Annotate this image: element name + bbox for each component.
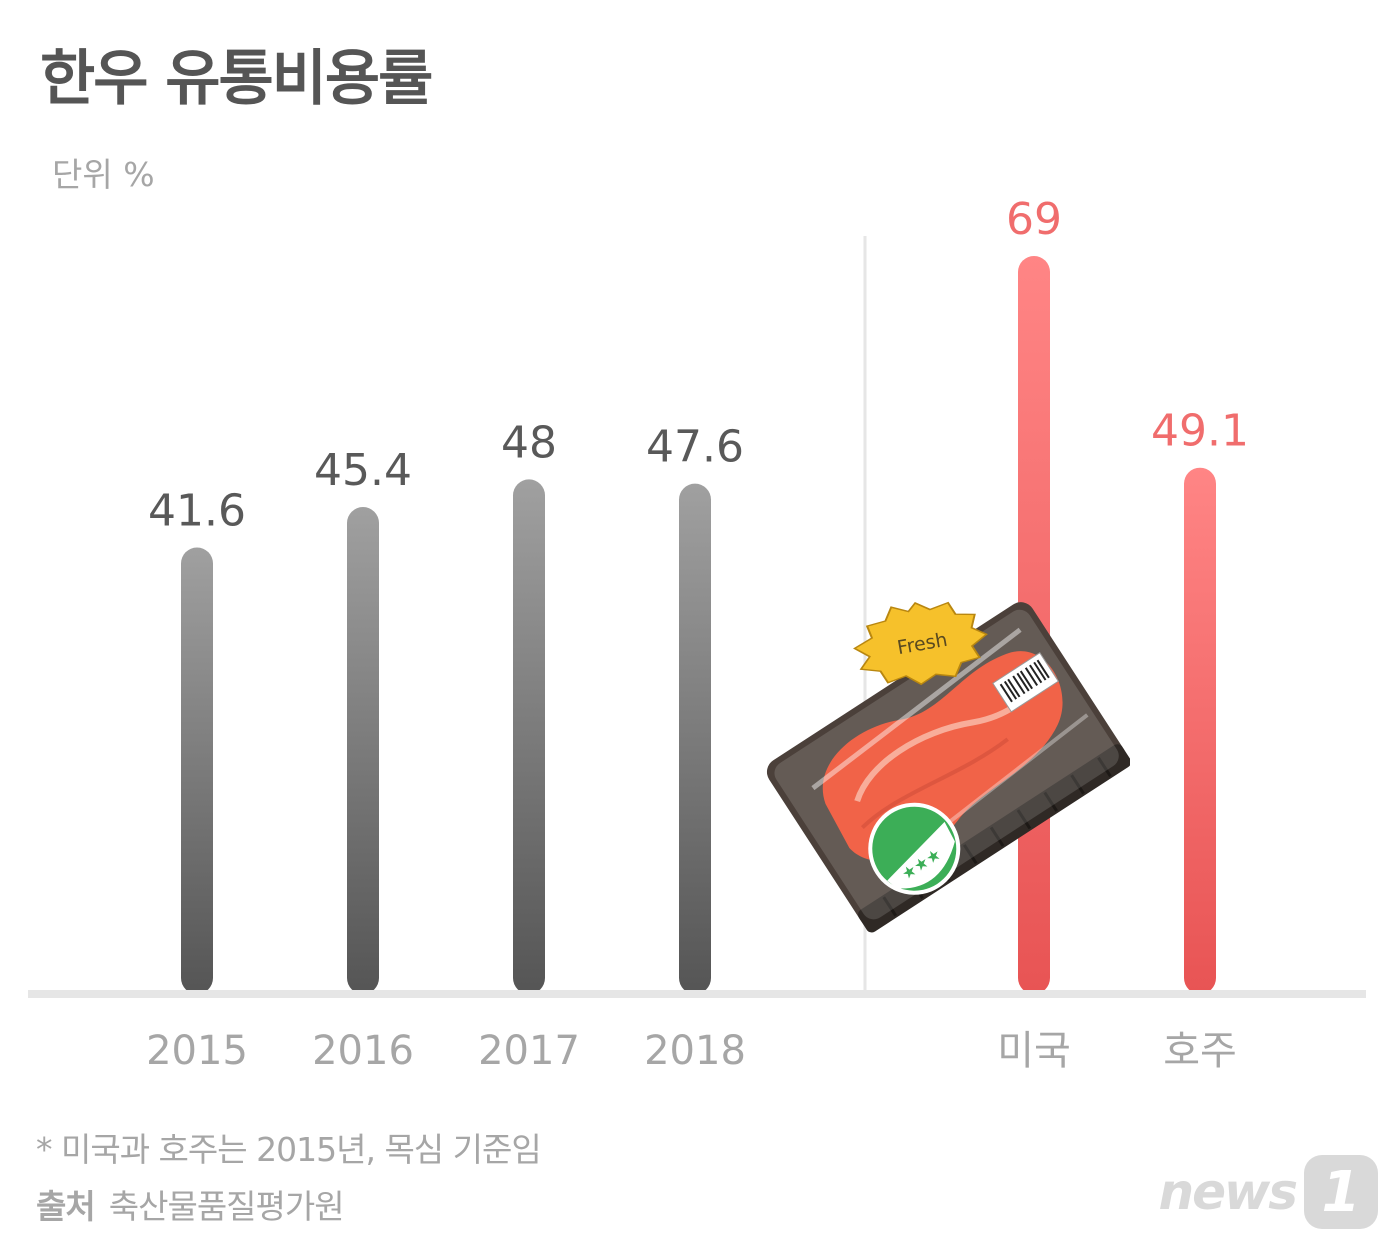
value-label-2018: 47.6 (646, 422, 744, 473)
bar-호주 (1184, 467, 1216, 995)
news1-logo: news 1 (1159, 1155, 1378, 1229)
logo-text: news (1158, 1163, 1298, 1221)
category-label-2016: 2016 (312, 1028, 414, 1074)
source-value: 축산물품질평가원 (108, 1187, 345, 1226)
chart-title: 한우 유통비용률 (40, 44, 433, 114)
category-label-2015: 2015 (146, 1028, 248, 1074)
logo-mark-text: 1 (1321, 1159, 1361, 1225)
footnote: * 미국과 호주는 2015년, 목심 기준임 (36, 1130, 542, 1169)
source-label: 출처 (36, 1187, 96, 1226)
value-label-2015: 41.6 (148, 485, 246, 536)
bar-2016 (347, 507, 379, 994)
bar-2015 (181, 547, 213, 994)
value-label-호주: 49.1 (1151, 406, 1249, 457)
category-label-호주: 호주 (1163, 1028, 1237, 1074)
category-label-2018: 2018 (644, 1028, 746, 1074)
packaged-meat-illustration: ★★★ Fresh (766, 601, 1130, 933)
bar-2018 (679, 483, 711, 994)
bar-2017 (513, 479, 545, 994)
unit-label: 단위 % (52, 155, 155, 194)
category-label-미국: 미국 (997, 1028, 1071, 1074)
source-line: 출처 축산물품질평가원 (36, 1180, 345, 1228)
value-label-미국: 69 (1006, 194, 1062, 245)
baseline (28, 990, 1366, 998)
value-label-2017: 48 (501, 417, 557, 468)
value-label-2016: 45.4 (314, 445, 412, 496)
category-label-2017: 2017 (478, 1028, 580, 1074)
logo-mark: 1 (1304, 1155, 1378, 1229)
